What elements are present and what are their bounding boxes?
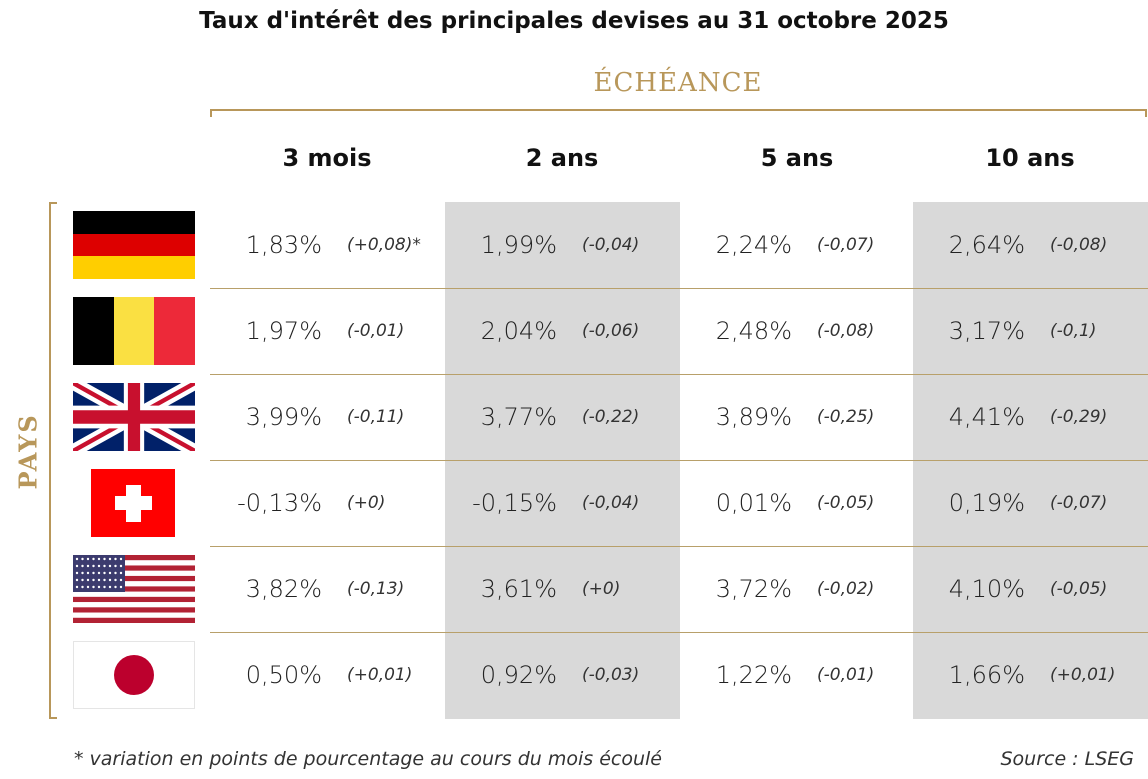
rate-change: (+0)	[582, 579, 621, 599]
belgium-flag	[73, 297, 195, 365]
table-cell: 3,99% (-0,11)	[210, 374, 444, 460]
rate-change: (+0,08)*	[347, 235, 421, 255]
table-cell: 3,82% (-0,13)	[210, 546, 444, 632]
column-header: 3 mois	[282, 144, 372, 172]
rate-change: (-0,07)	[1050, 493, 1108, 513]
table-cell: 3,72% (-0,02)	[680, 546, 914, 632]
table-cell: 3,61% (+0)	[445, 546, 679, 632]
rate-value: 0,50%	[245, 661, 322, 689]
table-cell: 3,77% (-0,22)	[445, 374, 679, 460]
rate-value: 3,99%	[245, 403, 322, 431]
rate-change: (-0,01)	[817, 665, 875, 685]
pays-label: PAYS	[13, 413, 43, 490]
rate-change: (-0,04)	[582, 493, 640, 513]
rate-value: 3,61%	[480, 575, 557, 603]
column-header: 2 ans	[525, 144, 599, 172]
rate-value: 2,04%	[480, 317, 557, 345]
row-divider	[210, 374, 1148, 375]
table-cell: 0,01% (-0,05)	[680, 460, 914, 546]
pays-bracket	[49, 202, 57, 719]
rate-value: 1,22%	[715, 661, 792, 689]
rate-change: (-0,13)	[347, 579, 405, 599]
rate-change: (-0,25)	[817, 407, 875, 427]
rate-change: (-0,08)	[817, 321, 875, 341]
rate-change: (-0,07)	[817, 235, 875, 255]
footnote: * variation en points de pourcentage au …	[74, 748, 662, 770]
germany-flag	[73, 211, 195, 279]
rate-value: 2,48%	[715, 317, 792, 345]
column-header: 10 ans	[985, 144, 1075, 172]
table-cell: 0,50% (+0,01)	[210, 632, 444, 718]
table-cell: 3,89% (-0,25)	[680, 374, 914, 460]
rate-value: 3,89%	[715, 403, 792, 431]
rate-value: 1,97%	[245, 317, 322, 345]
japan-flag	[73, 641, 195, 709]
rate-value: 4,10%	[948, 575, 1025, 603]
rate-value: 1,99%	[480, 231, 557, 259]
table-cell: 2,04% (-0,06)	[445, 288, 679, 374]
rate-value: 3,17%	[948, 317, 1025, 345]
table-cell: 2,48% (-0,08)	[680, 288, 914, 374]
switzerland-flag	[73, 469, 195, 537]
rate-value: -0,15%	[472, 489, 557, 517]
rate-change: (+0,01)	[1050, 665, 1116, 685]
table-cell: 1,97% (-0,01)	[210, 288, 444, 374]
rate-change: (+0,01)	[347, 665, 413, 685]
rate-value: 0,19%	[948, 489, 1025, 517]
table-cell: -0,15% (-0,04)	[445, 460, 679, 546]
rate-change: (-0,1)	[1050, 321, 1097, 341]
table-cell: -0,13% (+0)	[210, 460, 444, 546]
column-header: 5 ans	[760, 144, 834, 172]
row-divider	[210, 632, 1148, 633]
page-title: Taux d'intérêt des principales devises a…	[199, 8, 949, 34]
rate-value: 3,77%	[480, 403, 557, 431]
row-divider	[210, 288, 1148, 289]
rate-change: (-0,02)	[817, 579, 875, 599]
rate-change: (-0,29)	[1050, 407, 1108, 427]
table-cell: 2,24% (-0,07)	[680, 202, 914, 288]
rate-value: 2,64%	[948, 231, 1025, 259]
rate-change: (-0,05)	[817, 493, 875, 513]
table-cell: 3,17% (-0,1)	[913, 288, 1147, 374]
rate-value: 0,01%	[715, 489, 792, 517]
table-cell: 0,19% (-0,07)	[913, 460, 1147, 546]
rate-change: (-0,05)	[1050, 579, 1108, 599]
source: Source : LSEG	[1000, 748, 1134, 770]
rate-value: 0,92%	[480, 661, 557, 689]
usa-flag	[73, 555, 195, 624]
rate-value: 2,24%	[715, 231, 792, 259]
row-divider	[210, 460, 1148, 461]
rate-change: (-0,04)	[582, 235, 640, 255]
table-cell: 1,66% (+0,01)	[913, 632, 1147, 718]
table-cell: 1,22% (-0,01)	[680, 632, 914, 718]
echeance-bracket	[210, 109, 1147, 117]
rate-value: 3,72%	[715, 575, 792, 603]
rate-value: 3,82%	[245, 575, 322, 603]
table-cell: 1,99% (-0,04)	[445, 202, 679, 288]
rate-value: 1,66%	[948, 661, 1025, 689]
table-cell: 0,92% (-0,03)	[445, 632, 679, 718]
table-cell: 2,64% (-0,08)	[913, 202, 1147, 288]
rate-value: 1,83%	[245, 231, 322, 259]
table-cell: 4,41% (-0,29)	[913, 374, 1147, 460]
echeance-label: ÉCHÉANCE	[593, 68, 763, 98]
row-divider	[210, 546, 1148, 547]
rate-change: (-0,06)	[582, 321, 640, 341]
rate-change: (-0,11)	[347, 407, 405, 427]
rate-change: (-0,22)	[582, 407, 640, 427]
table-cell: 1,83% (+0,08)*	[210, 202, 444, 288]
rate-value: 4,41%	[948, 403, 1025, 431]
rate-change: (-0,08)	[1050, 235, 1108, 255]
rate-change: (-0,03)	[582, 665, 640, 685]
rate-value: -0,13%	[237, 489, 322, 517]
table-cell: 4,10% (-0,05)	[913, 546, 1147, 632]
rate-change: (+0)	[347, 493, 386, 513]
rate-change: (-0,01)	[347, 321, 405, 341]
uk-flag	[70, 376, 198, 458]
